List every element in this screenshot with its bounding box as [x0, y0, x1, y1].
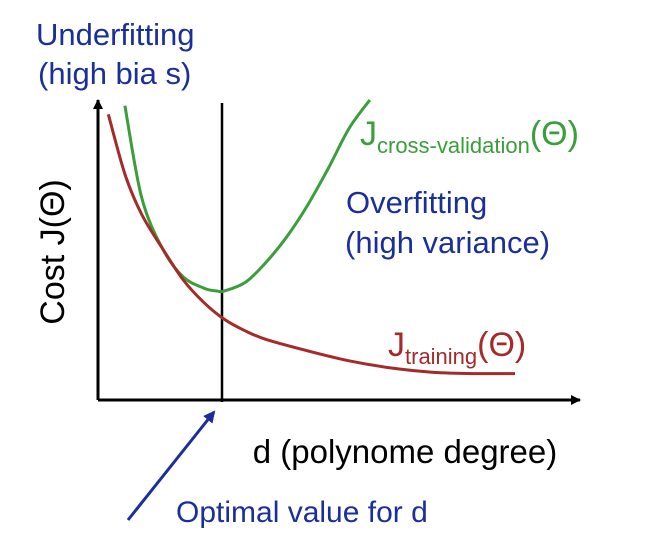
cross-validation-series-label: Jcross-validation(Θ) [360, 115, 579, 158]
overfitting-sublabel: (high variance) [345, 225, 550, 260]
optimal-value-label: Optimal value for d [176, 496, 428, 529]
underfitting-sublabel: (high bia s) [38, 56, 191, 91]
x-axis-label: d (polynome degree) [253, 433, 558, 470]
y-axis-label: Cost J(Θ) [34, 179, 72, 324]
cross-validation-curve [123, 99, 372, 294]
underfitting-label: Underfitting [36, 17, 195, 52]
optimal-value-arrow [126, 410, 216, 521]
training-series-label: Jtraining(Θ) [388, 326, 526, 369]
overfitting-label: Overfitting [346, 185, 487, 220]
training-curve [106, 113, 516, 376]
